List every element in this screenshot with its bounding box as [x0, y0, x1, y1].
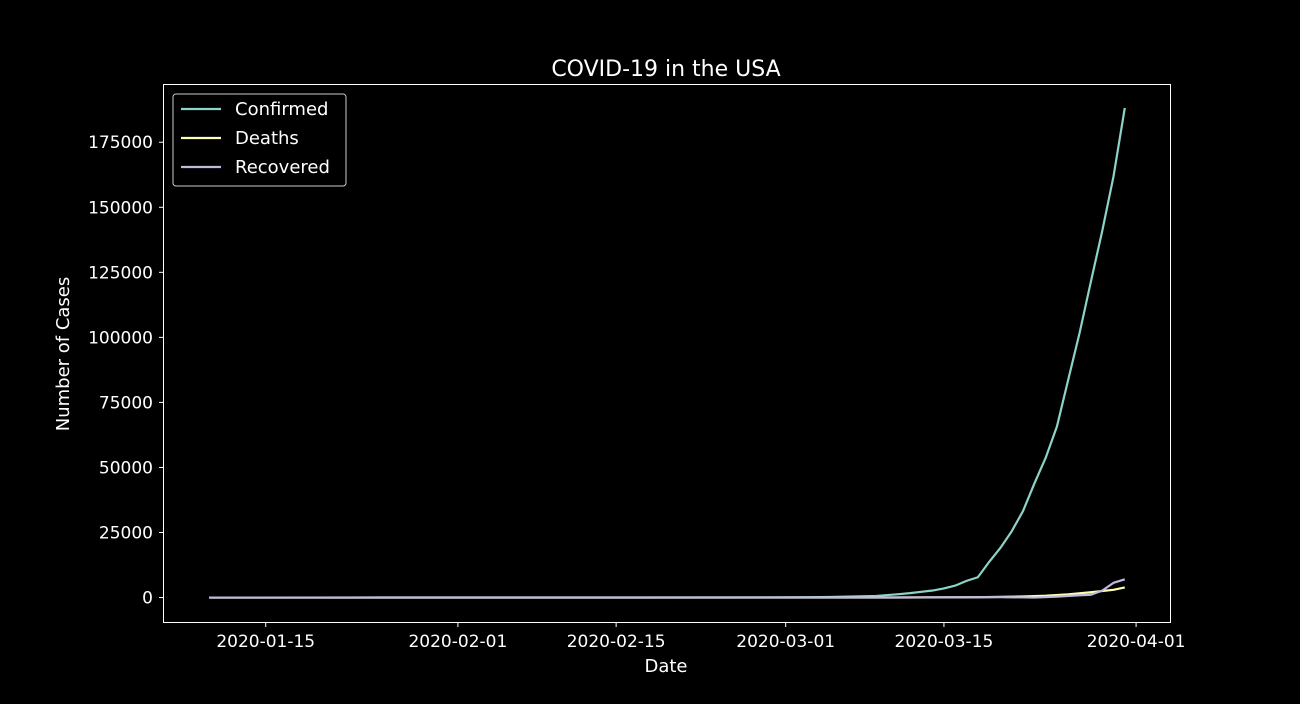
legend-label-confirmed: Confirmed — [235, 99, 328, 120]
x-axis-label: Date — [644, 656, 687, 677]
legend-label-deaths: Deaths — [235, 128, 299, 149]
y-axis: 0 25000 50000 75000 100000 125000 150000 175000 — [88, 133, 164, 609]
x-tick-label: 2020-02-15 — [567, 632, 666, 652]
y-tick-label: 100000 — [88, 328, 153, 348]
legend-frame — [172, 93, 347, 187]
y-tick-label: 125000 — [88, 263, 153, 283]
y-tick-label: 175000 — [88, 133, 153, 153]
x-axis: 2020-01-15 2020-02-01 2020-02-15 2020-03-01… — [216, 622, 1185, 652]
legend: Confirmed Deaths Recovered — [172, 93, 347, 187]
legend-label-recovered: Recovered — [235, 157, 330, 178]
y-tick-label: 75000 — [99, 393, 153, 413]
y-axis-label: Number of Cases — [53, 277, 74, 432]
x-tick-label: 2020-03-15 — [895, 632, 994, 652]
y-tick-label: 50000 — [99, 458, 153, 478]
chart-title: COVID-19 in the USA — [551, 57, 780, 82]
plot-frame — [163, 84, 1171, 623]
x-tick-label: 2020-02-01 — [408, 632, 507, 652]
y-tick-label: 25000 — [99, 524, 153, 544]
x-tick-label: 2020-03-01 — [736, 632, 835, 652]
series-line-recovered — [209, 578, 1126, 599]
x-tick-label: 2020-04-01 — [1087, 632, 1186, 652]
series-layer — [209, 107, 1126, 599]
y-tick-label: 0 — [142, 589, 153, 609]
x-tick-label: 2020-01-15 — [216, 632, 315, 652]
y-tick-label: 150000 — [88, 198, 153, 218]
